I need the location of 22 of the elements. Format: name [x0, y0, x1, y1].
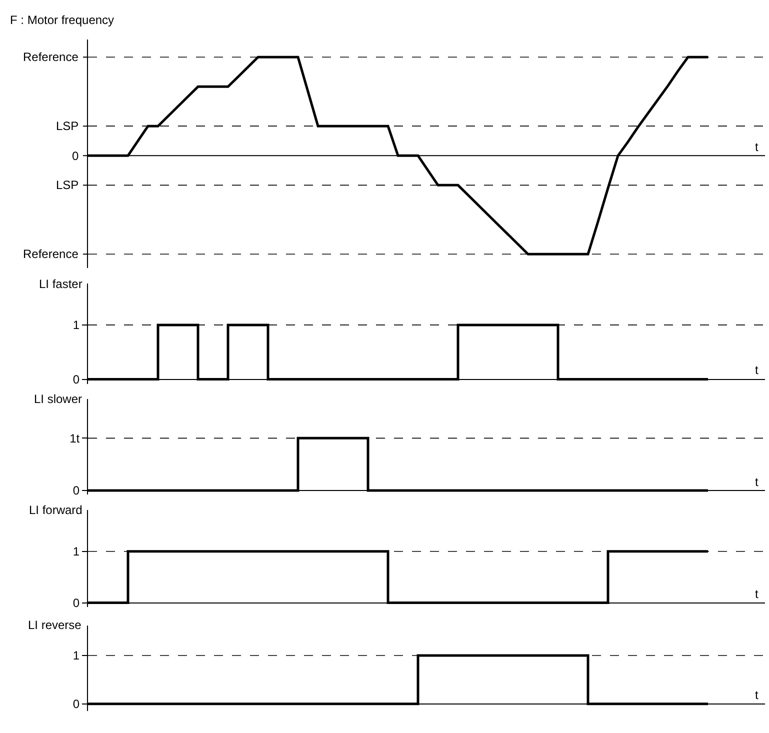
chart-title: F : Motor frequency [10, 13, 114, 27]
ref-line-label: LSP [56, 119, 79, 133]
y-tick-label: 0 [72, 596, 80, 610]
y-tick-label: 1 [72, 544, 80, 559]
x-axis-title: t [755, 363, 759, 377]
y-tick-label: 1t [70, 431, 80, 446]
x-axis-title: t [755, 587, 759, 601]
ref-line-label: Reference [23, 247, 79, 261]
y-tick-label: 0 [72, 372, 80, 386]
chart-title: LI slower [34, 392, 82, 406]
x-axis-title: t [755, 475, 759, 489]
chart-title: LI reverse [28, 618, 82, 632]
ref-line-label: LSP [56, 178, 79, 192]
chart-title: LI faster [39, 277, 82, 291]
ref-line-label: Reference [23, 50, 79, 64]
y-tick-label: 0 [72, 484, 80, 498]
chart-title: LI forward [29, 503, 82, 517]
x-axis-title: t [755, 140, 759, 154]
y-tick-label: 0 [72, 697, 80, 712]
x-axis-title: t [755, 688, 759, 702]
y-tick-label: 1 [72, 648, 80, 663]
y-tick-label: 1 [72, 318, 80, 332]
